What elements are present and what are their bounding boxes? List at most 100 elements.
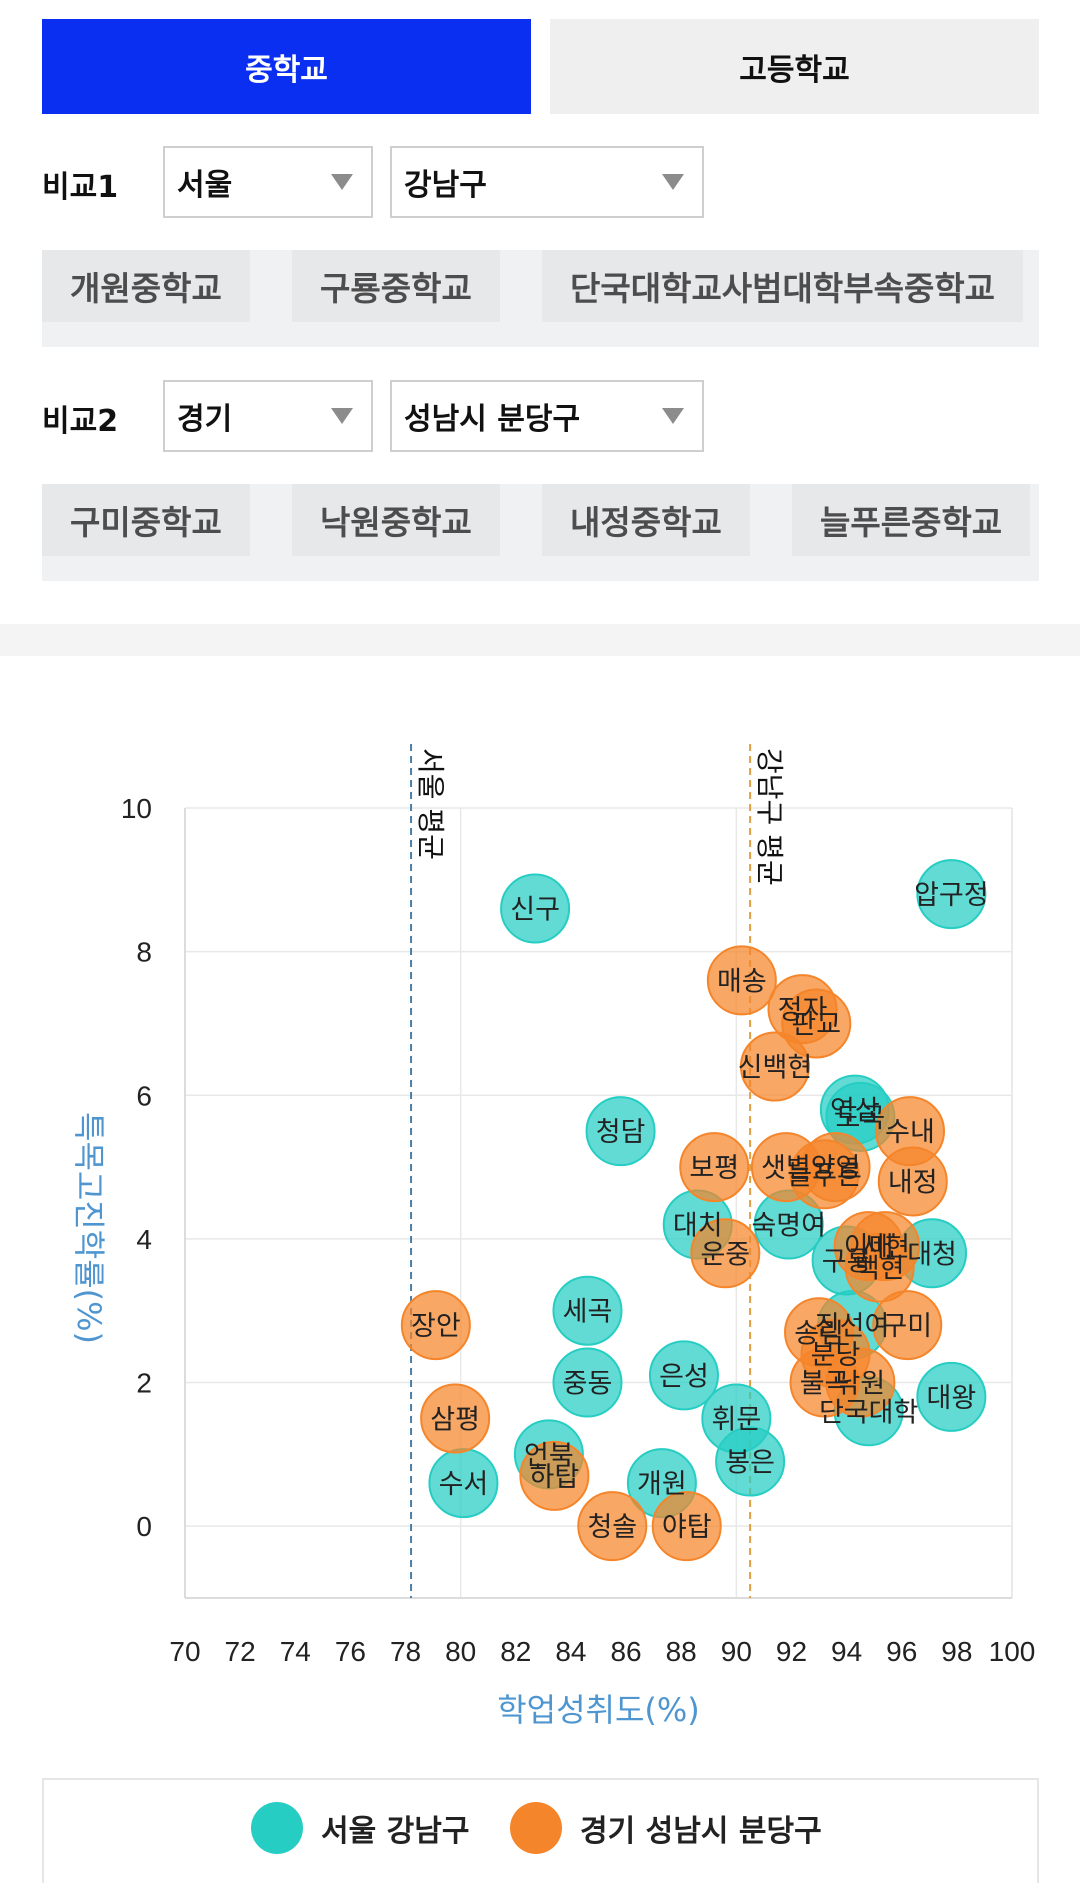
- data-point: [916, 859, 987, 930]
- school-level-tabs: 중학교 고등학교: [42, 19, 1039, 114]
- legend-item-seoul[interactable]: 서울 강남구: [251, 1802, 469, 1854]
- x-axis-title: 학업성취도(%): [497, 1691, 700, 1729]
- legend-label: 서울 강남구: [321, 1814, 470, 1849]
- tab-middle-school[interactable]: 중학교: [42, 19, 531, 114]
- data-point-label: 이매: [844, 1232, 894, 1263]
- data-point-label: 운중: [700, 1239, 750, 1270]
- chevron-down-icon: [331, 408, 353, 424]
- legend-swatch: [510, 1802, 562, 1854]
- data-point-label: 청솔: [587, 1512, 637, 1543]
- data-point-label: 세곡: [563, 1297, 613, 1328]
- data-point-label: 도곡: [836, 1103, 886, 1134]
- x-tick-label: 94: [831, 1636, 862, 1667]
- school-chip[interactable]: 단국대학교사범대학부속중학교: [542, 250, 1024, 322]
- data-point: [648, 1340, 719, 1411]
- data-point: [577, 1491, 648, 1562]
- data-point-label: 수서: [439, 1469, 489, 1500]
- data-point-label: 늘푸른: [787, 1160, 862, 1191]
- data-point-label: 봉은: [725, 1448, 775, 1479]
- data-point: [789, 1139, 860, 1210]
- data-point: [825, 1347, 896, 1418]
- data-point-label: 언북: [524, 1440, 574, 1471]
- data-point-label: 신백현: [738, 1053, 813, 1084]
- compare2-school-chips: 구미중학교 낙원중학교 내정중학교 늘푸른중학교: [42, 484, 1039, 581]
- data-point-label: 청담: [596, 1117, 646, 1148]
- tab-high-school[interactable]: 고등학교: [550, 19, 1039, 114]
- section-divider: [0, 624, 1080, 656]
- data-point-label: 은성: [659, 1361, 709, 1392]
- compare1-district-select[interactable]: 강남구: [390, 146, 704, 218]
- compare1-school-chips: 개원중학교 구룡중학교 단국대학교사범대학부속중학교: [42, 250, 1039, 347]
- data-point: [500, 873, 571, 944]
- data-point-label: 압구정: [914, 880, 989, 911]
- data-point: [715, 1426, 786, 1497]
- x-tick-label: 90: [721, 1636, 752, 1667]
- x-tick-label: 74: [280, 1636, 311, 1667]
- y-tick-label: 2: [136, 1368, 152, 1399]
- chevron-down-icon: [662, 174, 684, 190]
- data-point-label: 양영: [811, 1153, 861, 1184]
- data-point: [519, 1440, 590, 1511]
- data-point: [420, 1383, 491, 1454]
- data-point-label: 정자: [778, 995, 828, 1026]
- data-point: [552, 1347, 623, 1418]
- data-point-label: 구미: [882, 1311, 932, 1342]
- compare2-region-value: 경기: [177, 402, 233, 437]
- data-point: [781, 988, 852, 1059]
- data-point-label: 중동: [563, 1369, 613, 1400]
- data-point: [679, 1132, 750, 1203]
- x-tick-label: 88: [666, 1636, 697, 1667]
- data-point-label: 내정: [888, 1167, 938, 1198]
- data-point-label: 구룡: [822, 1246, 872, 1277]
- school-chip[interactable]: 늘푸른중학교: [792, 484, 1031, 556]
- compare2-district-value: 성남시 분당구: [404, 402, 581, 437]
- y-tick-label: 6: [136, 1080, 152, 1111]
- compare2-region-select[interactable]: 경기: [163, 380, 373, 452]
- data-point-label: 대청: [907, 1239, 957, 1270]
- data-point: [844, 1232, 915, 1303]
- data-point: [400, 1290, 471, 1361]
- chevron-down-icon: [331, 174, 353, 190]
- school-chip[interactable]: 구룡중학교: [292, 250, 500, 322]
- compare2-district-select[interactable]: 성남시 분당구: [390, 380, 704, 452]
- data-point-label: 불곡: [800, 1369, 850, 1400]
- x-tick-label: 78: [390, 1636, 421, 1667]
- data-point-label: 장안: [411, 1311, 461, 1342]
- scatter-chart: 0 2 4 6 8 10 70 72 74 76 78 80 82 84 86 88 90 92 94 96 98 100…: [70, 744, 1036, 1729]
- average-reference-label: 서울 평균: [414, 748, 447, 860]
- x-tick-label: 82: [500, 1636, 531, 1667]
- school-chip[interactable]: 구미중학교: [42, 484, 250, 556]
- x-tick-label: 98: [941, 1636, 972, 1667]
- data-point: [916, 1361, 987, 1432]
- data-point-label: 역삼: [830, 1096, 880, 1127]
- data-point-label: 단국대학: [819, 1397, 918, 1428]
- legend-item-bundang[interactable]: 경기 성남시 분당구: [510, 1802, 822, 1854]
- data-point-label: 송림: [794, 1318, 844, 1349]
- data-point-label: 삼평: [430, 1404, 480, 1435]
- data-point-label: 수내: [885, 1117, 935, 1148]
- compare1-region-select[interactable]: 서울: [163, 146, 373, 218]
- data-point: [651, 1491, 722, 1562]
- x-tick-label: 86: [610, 1636, 641, 1667]
- data-point: [706, 945, 777, 1016]
- legend-swatch: [251, 1802, 303, 1854]
- x-tick-label: 96: [886, 1636, 917, 1667]
- school-chip[interactable]: 낙원중학교: [292, 484, 500, 556]
- chevron-down-icon: [662, 408, 684, 424]
- x-tick-label: 100: [989, 1636, 1036, 1667]
- y-tick-label: 4: [136, 1224, 152, 1255]
- data-point: [872, 1290, 943, 1361]
- x-tick-label: 72: [225, 1636, 256, 1667]
- compare1-label: 비교1: [42, 170, 119, 205]
- school-chip[interactable]: 내정중학교: [542, 484, 750, 556]
- data-point-label: 휘문: [711, 1404, 761, 1435]
- compare1-district-value: 강남구: [404, 168, 487, 203]
- school-chip[interactable]: 개원중학교: [42, 250, 250, 322]
- data-point-label: 백현: [855, 1254, 905, 1285]
- data-point-label: 매송: [717, 966, 767, 997]
- data-point-label: 낙원: [836, 1369, 886, 1400]
- data-point-label: 샛별: [761, 1153, 811, 1184]
- data-point-label: 신구: [510, 895, 560, 926]
- data-point: [690, 1218, 761, 1289]
- compare1-region-value: 서울: [177, 168, 233, 203]
